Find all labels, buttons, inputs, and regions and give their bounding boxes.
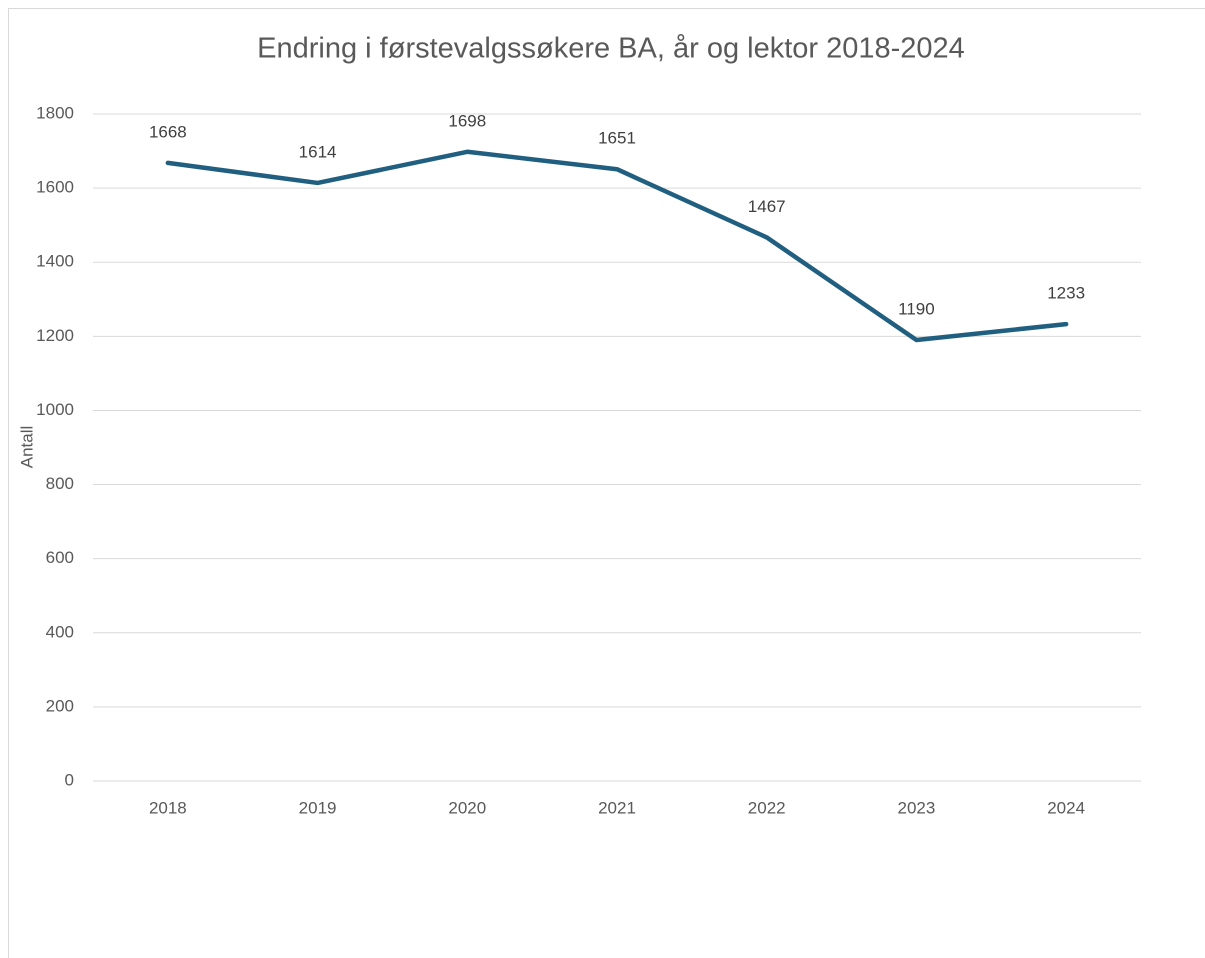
y-tick-label: 600 [46,548,74,567]
chart-title: Endring i førstevalgssøkere BA, år og le… [257,33,965,65]
y-tick-label: 1600 [36,178,74,197]
y-tick-label: 800 [46,474,74,493]
data-label: 1668 [149,122,187,141]
data-label: 1698 [448,111,486,130]
y-axis-label: Antall [17,426,36,469]
x-tick-label: 2019 [299,798,337,817]
x-tick-label: 2024 [1047,798,1085,817]
data-label: 1614 [299,142,337,161]
x-tick-label: 2022 [748,798,786,817]
y-tick-label: 0 [65,770,74,789]
x-tick-label: 2021 [598,798,636,817]
y-tick-label: 200 [46,696,74,715]
y-tick-label: 1000 [36,400,74,419]
data-line [165,149,1069,343]
data-label: 1651 [598,129,636,148]
data-label: 1467 [748,197,786,216]
y-tick-label: 1400 [36,252,74,271]
y-tick-label: 1800 [36,103,74,122]
x-tick-label: 2020 [448,798,486,817]
chart-border [8,8,1205,958]
data-label: 1233 [1047,284,1085,303]
data-label: 1190 [898,300,935,319]
y-tick-label: 400 [46,622,74,641]
x-tick-label: 2018 [149,798,187,817]
y-tick-label: 1200 [36,326,74,345]
x-tick-label: 2023 [898,798,936,817]
